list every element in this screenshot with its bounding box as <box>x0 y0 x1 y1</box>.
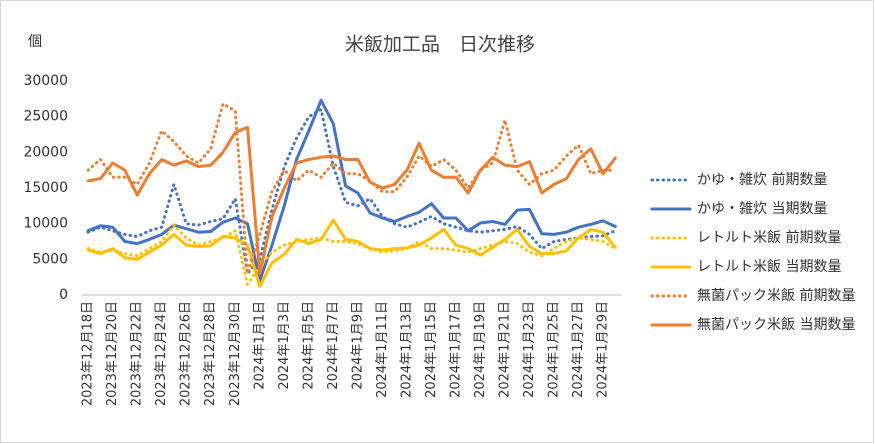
y-tick-label: 25000 <box>23 109 68 125</box>
legend-label: レトルト米飯 当期数量 <box>697 258 841 275</box>
x-tick-label: 2024年1月27日 <box>571 301 586 398</box>
y-tick-label: 15000 <box>23 180 68 196</box>
x-tick-label: 2023年12月22日 <box>130 301 145 406</box>
legend-label: かゆ・雑炊 当期数量 <box>697 201 827 217</box>
y-tick-label: 5000 <box>32 251 68 267</box>
x-tick-label: 2024年1月29日 <box>596 301 611 398</box>
x-tick-label: 2024年1月3日 <box>277 301 292 390</box>
legend-label: かゆ・雑炊 前期数量 <box>697 171 827 188</box>
y-tick-label: 10000 <box>23 216 68 232</box>
series-line <box>86 98 617 283</box>
x-tick-label: 2024年1月17日 <box>448 301 463 398</box>
series-line <box>86 108 617 276</box>
x-tick-label: 2024年1月9日 <box>350 301 365 390</box>
x-tick-label: 2024年1月25日 <box>547 301 562 398</box>
legend-label: 無菌パック米飯 前期数量 <box>697 287 855 304</box>
y-tick-label: 20000 <box>23 144 68 160</box>
y-tick-label: 30000 <box>23 73 68 89</box>
x-tick-label: 2024年1月23日 <box>522 301 537 398</box>
legend-label: レトルト米飯 前期数量 <box>697 229 841 246</box>
series-line <box>86 223 617 286</box>
y-axis-label: 個 <box>28 34 42 50</box>
x-tick-label: 2024年1月7日 <box>326 301 341 390</box>
legend-label: 無菌パック米飯 当期数量 <box>697 316 855 333</box>
y-tick-label: 0 <box>59 287 68 303</box>
x-tick-label: 2024年1月1日 <box>252 301 267 390</box>
x-tick-label: 2024年1月5日 <box>301 301 316 390</box>
chart-title: 米飯加工品 日次推移 <box>345 34 535 56</box>
x-tick-label: 2024年1月19日 <box>473 301 488 398</box>
series-line <box>86 102 617 276</box>
x-tick-label: 2024年1月15日 <box>424 301 439 398</box>
x-tick-label: 2023年12月26日 <box>179 301 194 406</box>
x-tick-label: 2023年12月24日 <box>154 301 169 406</box>
x-tick-label: 2023年12月28日 <box>203 301 218 406</box>
series-line <box>86 125 617 276</box>
x-tick-label: 2023年12月30日 <box>228 301 243 406</box>
series-line <box>86 218 617 288</box>
x-tick-label: 2024年1月21日 <box>497 301 512 398</box>
x-tick-label: 2023年12月20日 <box>105 301 120 406</box>
x-tick-label: 2023年12月18日 <box>81 301 96 406</box>
x-tick-label: 2024年1月11日 <box>375 301 390 398</box>
x-tick-label: 2024年1月13日 <box>399 301 414 398</box>
